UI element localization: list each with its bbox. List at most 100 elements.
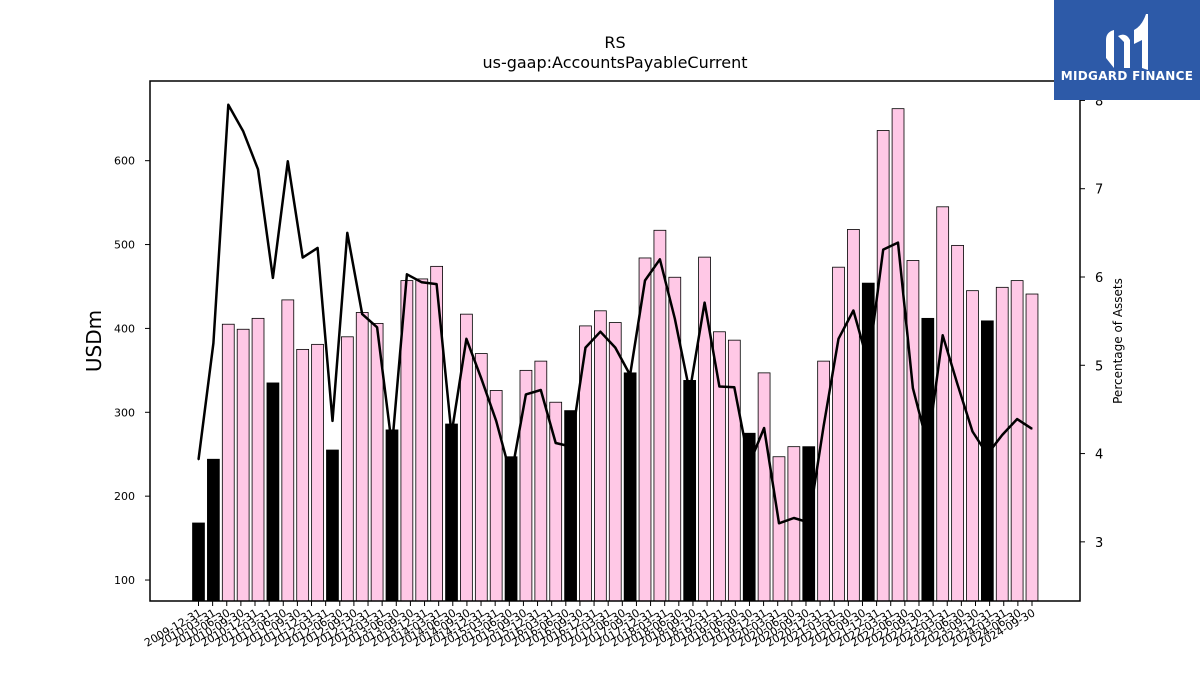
line-point-2012-03-31 — [331, 420, 334, 422]
line-point-2023-03-31 — [986, 453, 988, 456]
left-tick-label: 200 — [114, 490, 135, 503]
line-point-2020-12-31 — [852, 309, 854, 312]
line-point-2017-06-30 — [644, 279, 646, 282]
line-point-2021-12-31 — [912, 387, 914, 389]
right-tick-label: 6 — [1095, 271, 1103, 286]
line-point-2021-09-30 — [897, 241, 899, 244]
bar-2011-03-31 — [266, 382, 280, 602]
bar-2016-09-30 — [594, 310, 607, 602]
bar-2010-12-31 — [251, 317, 265, 602]
line-point-2022-09-30 — [956, 384, 959, 386]
line-point-2014-03-31 — [450, 433, 453, 435]
line-point-2016-09-30 — [599, 331, 601, 333]
left-tick-label: 400 — [114, 322, 135, 335]
bar-2013-09-30 — [415, 278, 429, 602]
line-point-2022-03-31 — [927, 445, 929, 447]
line-point-2023-09-30 — [1016, 418, 1018, 420]
line-point-2019-12-31 — [793, 517, 795, 519]
line-point-2017-03-31 — [629, 374, 631, 376]
line-point-2010-03-31 — [212, 342, 214, 344]
bar-2011-12-31 — [311, 343, 324, 602]
line-point-2019-06-30 — [763, 427, 765, 429]
bar-2020-03-31 — [802, 446, 816, 602]
left-tick-label: 300 — [114, 406, 135, 419]
line-point-2015-09-30 — [540, 389, 542, 391]
bar-2009-12-31 — [192, 522, 205, 602]
line-point-2015-06-30 — [525, 393, 527, 396]
line-point-2017-09-30 — [659, 258, 661, 260]
bar-2017-12-31 — [668, 276, 682, 602]
line-point-2011-03-31 — [272, 277, 274, 279]
line-point-2012-06-30 — [346, 232, 348, 234]
bar-2022-03-31 — [921, 317, 935, 602]
bar-2019-06-30 — [757, 372, 771, 602]
line-point-2011-06-30 — [287, 160, 289, 162]
left-tick-label: 500 — [114, 239, 135, 252]
chart-subtitle: us-gaap:AccountsPayableCurrent — [482, 53, 747, 72]
y2-axis-label: Percentage of Assets — [1111, 278, 1125, 404]
bar-2023-06-30 — [995, 286, 1009, 602]
line-point-2022-06-30 — [942, 334, 944, 336]
bar-2021-06-30 — [876, 130, 890, 602]
bar-2015-06-30 — [519, 369, 533, 602]
chart-title: RS — [604, 33, 625, 52]
left-axis: 100 200 300 400 500 600 — [114, 155, 150, 587]
bar-2023-12-31 — [1025, 293, 1039, 602]
right-tick-label: 3 — [1095, 536, 1103, 551]
bar-2017-09-30 — [653, 229, 667, 602]
line-point-2011-09-30 — [302, 256, 304, 259]
bar-2018-09-30 — [713, 331, 726, 602]
line-point-2015-12-31 — [555, 442, 557, 444]
bar-2023-03-31 — [980, 320, 994, 602]
right-tick-label: 7 — [1095, 183, 1103, 198]
line-point-2010-09-30 — [242, 130, 244, 132]
line-point-2010-06-30 — [227, 104, 229, 106]
bars-group — [192, 108, 1039, 602]
bar-2016-12-31 — [608, 322, 622, 602]
line-point-2014-09-30 — [480, 377, 482, 380]
line-point-2016-03-31 — [569, 445, 572, 448]
bar-2010-09-30 — [236, 328, 250, 602]
bar-2022-06-30 — [936, 206, 950, 602]
line-point-2019-03-31 — [748, 463, 750, 465]
line-point-2013-12-31 — [436, 283, 438, 285]
bar-2017-03-31 — [623, 372, 637, 602]
bar-2021-09-30 — [891, 108, 905, 602]
line-point-2013-06-30 — [406, 273, 408, 275]
line-point-2020-03-31 — [808, 521, 810, 524]
line-point-2021-06-30 — [882, 249, 884, 251]
line-point-2011-12-31 — [316, 247, 319, 249]
bar-2019-12-31 — [787, 446, 801, 602]
bar-2012-09-30 — [355, 312, 369, 602]
x-axis: 2009-12-312010-03-312010-06-302010-09-30… — [142, 601, 1038, 650]
bar-2011-06-30 — [281, 299, 295, 602]
midgard-finance-logo: MIDGARD FINANCE — [1054, 0, 1200, 100]
line-point-2017-12-31 — [674, 317, 676, 320]
y-axis-label: USDm — [82, 310, 106, 372]
right-axis: 3 4 5 6 7 8 — [1080, 94, 1103, 551]
logo-text: MIDGARD FINANCE — [1060, 69, 1194, 83]
right-tick-label: 4 — [1095, 448, 1103, 463]
bar-2014-03-31 — [445, 423, 458, 602]
bar-2019-09-30 — [772, 456, 786, 602]
bar-2015-03-31 — [504, 456, 518, 602]
right-tick-label: 8 — [1095, 94, 1103, 109]
bar-2011-09-30 — [296, 348, 310, 602]
bar-2012-03-31 — [326, 449, 339, 602]
line-point-2015-03-31 — [510, 475, 512, 478]
bar-2018-03-31 — [683, 380, 697, 602]
line-point-2014-06-30 — [465, 338, 468, 340]
bar-2021-12-31 — [906, 260, 920, 602]
bar-2010-06-30 — [221, 323, 235, 602]
right-tick-label: 5 — [1095, 359, 1103, 374]
line-group — [197, 103, 1033, 525]
bar-2012-06-30 — [340, 336, 354, 602]
bar-2022-12-31 — [966, 290, 979, 602]
left-tick-label: 100 — [114, 574, 135, 587]
line-point-2010-12-31 — [257, 168, 259, 170]
line-point-2016-06-30 — [584, 347, 587, 349]
line-point-2018-06-30 — [703, 301, 706, 304]
bar-2018-12-31 — [727, 339, 741, 602]
logo-mark-icon — [1106, 14, 1148, 70]
